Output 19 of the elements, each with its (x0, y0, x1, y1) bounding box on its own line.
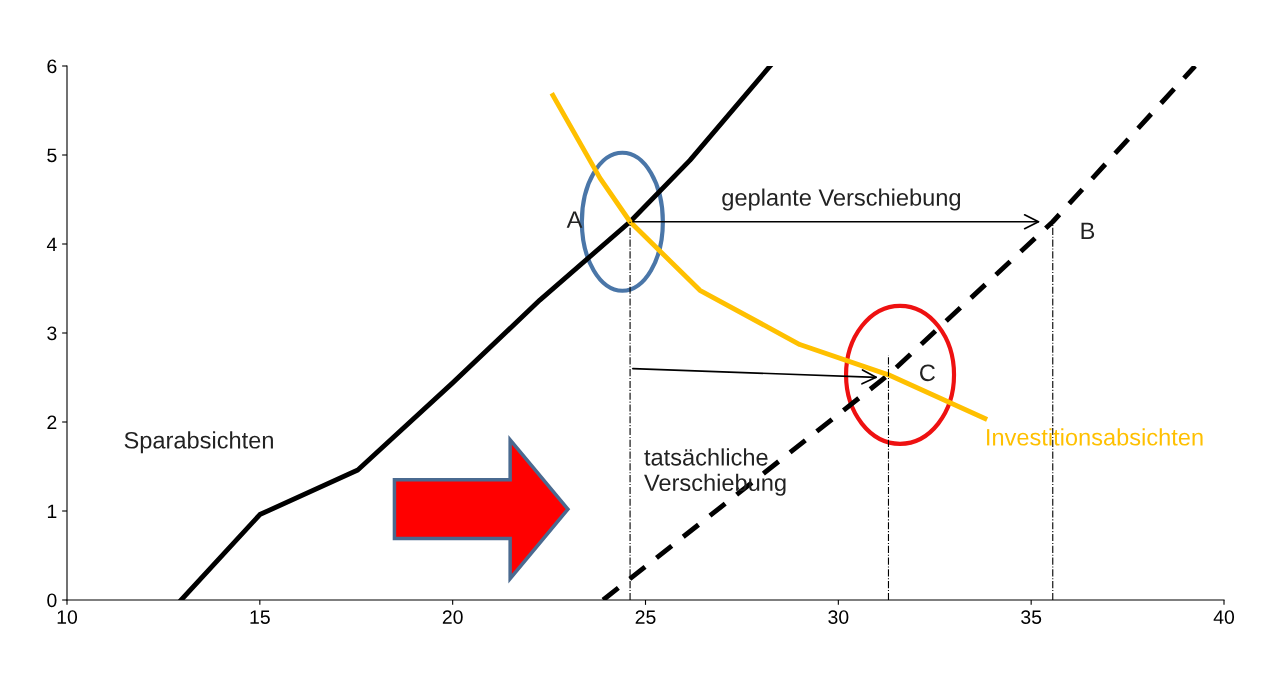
x-tick-label: 20 (442, 610, 463, 624)
x-tick-label: 25 (635, 610, 656, 624)
y-tick-label: 3 (47, 326, 57, 341)
text: Sparabsichten (124, 431, 273, 454)
y-tick-label: 2 (47, 415, 57, 430)
series-label: Investitionsabsichten (987, 428, 1203, 446)
x-tick-label: 15 (250, 610, 270, 624)
x-tick-label: 35 (1021, 610, 1042, 624)
x-tick-label: 30 (828, 610, 849, 624)
y-tick-label: 1 (47, 504, 57, 519)
x-tick-label: 40 (1213, 610, 1235, 624)
x-tick-label: 10 (57, 610, 78, 624)
y-tick-label: 0 (47, 593, 57, 608)
annotation: geplante Verschiebung (722, 188, 961, 211)
y-tick-label: 6 (47, 59, 57, 74)
y-tick-label: 4 (46, 237, 57, 252)
annotation: B (1081, 222, 1095, 239)
annotation: C (920, 364, 935, 382)
y-tick-label: 5 (47, 148, 57, 163)
